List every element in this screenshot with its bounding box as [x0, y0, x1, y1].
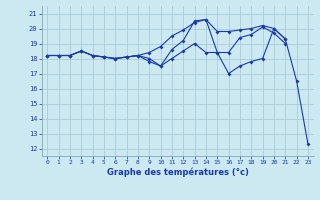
X-axis label: Graphe des températures (°c): Graphe des températures (°c) [107, 168, 249, 177]
